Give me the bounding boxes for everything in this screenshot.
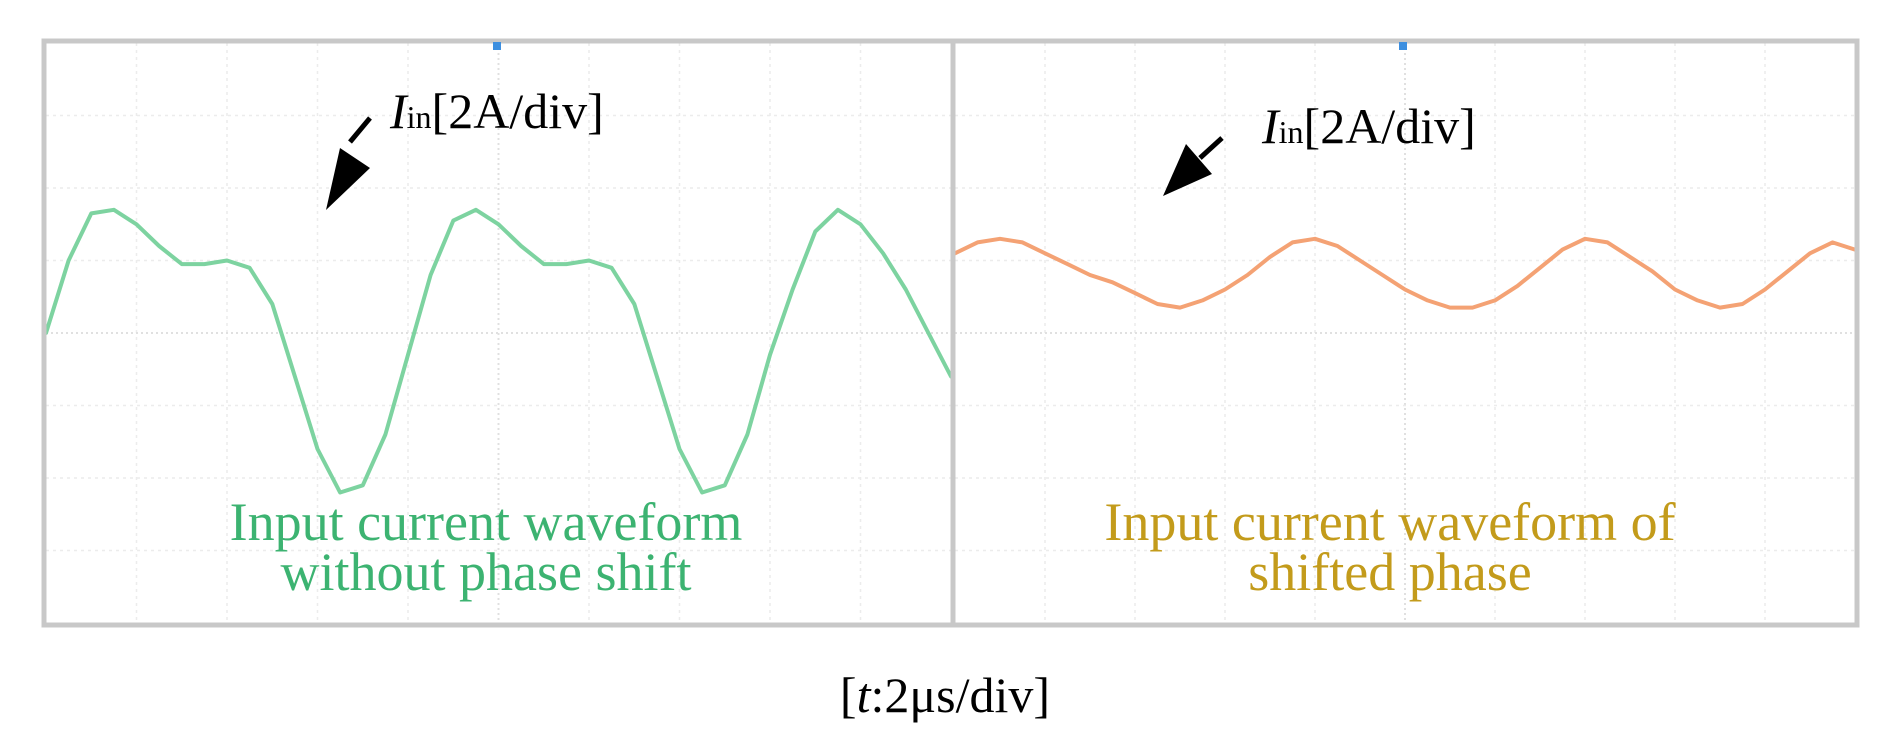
arrow-icon xyxy=(1163,136,1224,196)
caption-line-1: Input current waveform of xyxy=(1104,492,1675,552)
caption-line-2: without phase shift xyxy=(281,542,692,602)
trigger-marker-icon xyxy=(493,42,501,50)
grid xyxy=(46,43,951,623)
input-current-trace-shifted-phase xyxy=(953,236,1857,310)
arrow-icon xyxy=(326,116,372,210)
timebase-label: [t:2μs/div] xyxy=(840,667,1050,723)
current-scale-label: Iin[2A/div] xyxy=(389,83,604,139)
caption-line-1: Input current waveform xyxy=(230,492,743,552)
grid xyxy=(955,43,1855,623)
trigger-marker-icon xyxy=(1399,42,1407,50)
caption-line-2: shifted phase xyxy=(1248,542,1531,602)
panel-without-phase-shift: Iin[2A/div] Input current waveform witho… xyxy=(41,38,956,628)
current-scale-label: Iin[2A/div] xyxy=(1261,98,1476,154)
panel-shifted-phase: Iin[2A/div] Input current waveform of sh… xyxy=(950,38,1860,628)
panel-frame xyxy=(950,38,1860,628)
input-current-trace-without-phase-shift xyxy=(44,207,953,495)
